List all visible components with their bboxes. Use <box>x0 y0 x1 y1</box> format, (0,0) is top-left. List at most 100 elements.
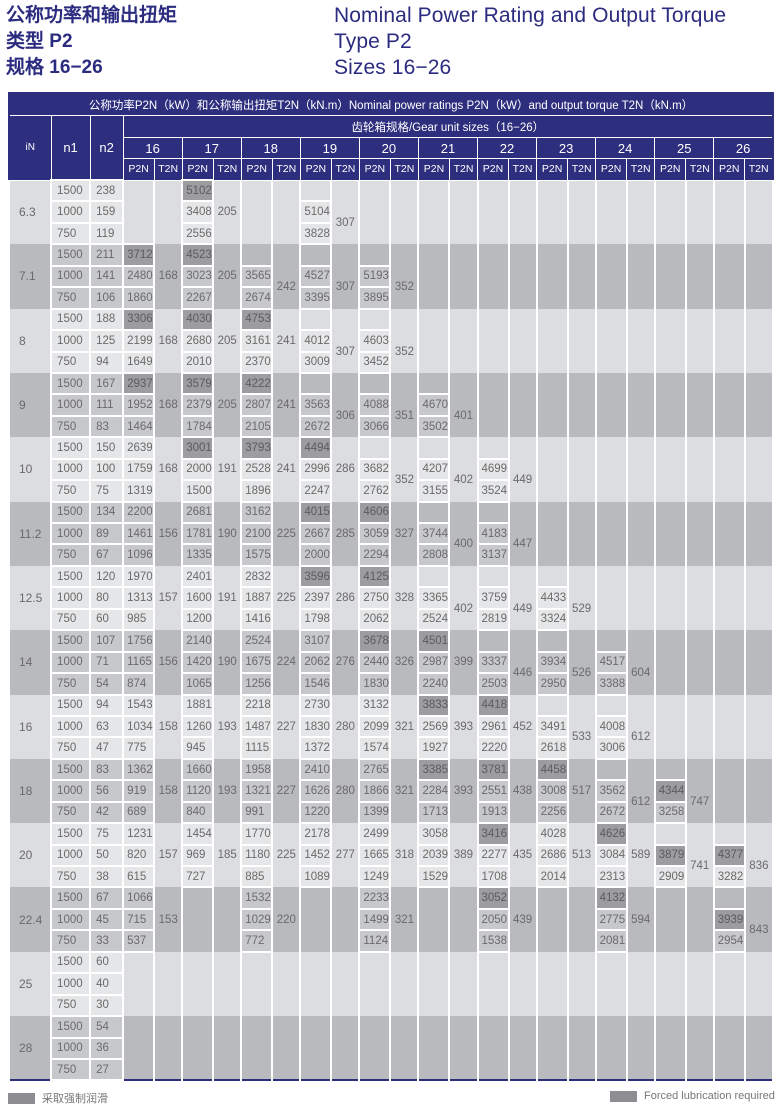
n2-cell: 83 <box>89 414 125 439</box>
p2n-cell: 1066 <box>122 886 156 910</box>
p2n-cell: 3066 <box>358 414 392 439</box>
p2n-cell-forced-lubrication: 3306 <box>122 307 156 332</box>
p2n-header: P2N <box>417 158 450 181</box>
empty-t2n-cell <box>684 823 715 845</box>
table-row: 1000 159 3408 5104 307 <box>9 200 773 245</box>
n1-cell: 750 <box>50 350 92 374</box>
p2n-cell: 2256 <box>535 800 569 825</box>
t2n-cell: 389 <box>448 823 479 888</box>
n1-cell: 1500 <box>50 629 92 653</box>
p2n-cell-forced-lubrication: 4222 <box>240 371 274 396</box>
t2n-cell: 307 <box>330 201 361 245</box>
empty-t2n-cell <box>684 501 715 566</box>
col-header-n1: n1 <box>50 115 91 181</box>
p2n-cell: 689 <box>122 800 156 825</box>
empty-t2n-cell <box>566 308 597 373</box>
legend-en: Forced lubrication required <box>610 1090 775 1102</box>
empty-p2n-cell <box>594 1016 628 1081</box>
p2n-cell: 985 <box>122 607 156 632</box>
size-header: 22 <box>476 137 538 159</box>
p2n-cell: 2618 <box>535 736 569 760</box>
p2n-cell: 775 <box>122 736 156 760</box>
t2n-cell: 280 <box>330 694 361 759</box>
table-row: 12.5 1500 120 1970 157 2401 191 2832 225 3596 286 4… <box>7 564 775 631</box>
t2n-cell: 318 <box>389 823 420 888</box>
n2-cell: 27 <box>89 1057 125 1082</box>
p2n-cell-forced-lubrication: 4344 <box>653 779 687 803</box>
ratio-cell: 8 <box>7 308 53 373</box>
table-row: 16 1500 94 1543 158 1881 193 2218 227 2730 280 3132… <box>7 693 775 759</box>
t2n-cell: 594 <box>625 887 656 952</box>
n1-cell: 750 <box>50 864 92 889</box>
p2n-cell: 3828 <box>299 221 333 246</box>
empty-p2n-cell <box>535 565 569 588</box>
empty-t2n-cell <box>448 180 479 245</box>
t2n-cell: 452 <box>507 694 538 759</box>
empty-p2n-cell <box>535 180 569 245</box>
empty-t2n-cell <box>625 308 656 373</box>
t2n-cell: 836 <box>743 844 775 888</box>
n1-cell: 750 <box>50 221 92 246</box>
p2n-cell-forced-lubrication: 3001 <box>181 436 215 460</box>
table-row: 1000 111 1952 2379 2807 3563 306 4088 351 4670 401 <box>9 393 773 438</box>
empty-p2n-cell <box>240 1016 274 1081</box>
t2n-cell: 286 <box>330 437 361 502</box>
p2n-cell: 4603 <box>358 329 392 353</box>
n1-cell: 1500 <box>50 436 92 460</box>
empty-p2n-cell <box>712 308 746 373</box>
empty-p2n-cell <box>653 244 687 309</box>
p2n-cell: 715 <box>122 907 156 932</box>
t2n-cell: 402 <box>448 587 479 631</box>
n2-cell: 80 <box>89 586 125 610</box>
empty-p2n-cell <box>358 244 392 266</box>
n2-cell: 106 <box>89 286 125 310</box>
t2n-header: T2N <box>330 158 360 181</box>
p2n-cell-forced-lubrication: 4030 <box>181 307 215 332</box>
n2-cell: 159 <box>89 200 125 224</box>
p2n-cell: 3023 <box>181 264 215 289</box>
n2-cell: 111 <box>89 393 125 417</box>
title-block-cn: 公称功率和输出扭矩 类型 P2 规格 16−26 <box>6 3 177 81</box>
p2n-cell: 1538 <box>476 929 510 953</box>
table-row: 750 30 <box>9 993 773 1018</box>
empty-p2n-cell <box>240 244 274 266</box>
p2n-cell: 3059 <box>358 521 392 546</box>
p2n-cell: 1770 <box>240 822 274 846</box>
n1-cell: 750 <box>50 607 92 632</box>
legend-en-text: Forced lubrication required <box>644 1090 775 1102</box>
empty-p2n-cell <box>299 372 333 395</box>
t2n-cell: 402 <box>448 458 479 502</box>
p2n-cell: 2680 <box>181 329 215 353</box>
empty-p2n-cell <box>181 887 215 952</box>
t2n-cell: 157 <box>153 565 184 631</box>
empty-p2n-cell <box>122 951 156 1017</box>
empty-p2n-cell <box>594 758 628 781</box>
t2n-cell: 747 <box>684 780 715 824</box>
empty-t2n-cell <box>271 180 302 245</box>
empty-p2n-cell <box>476 1016 510 1081</box>
n1-cell: 1000 <box>50 393 92 417</box>
t2n-cell: 157 <box>153 823 184 888</box>
empty-p2n-cell <box>594 694 628 716</box>
table-row: 7.1 1500 211 3712 168 4523 205 <box>7 243 775 309</box>
p2n-cell: 945 <box>181 736 215 760</box>
empty-p2n-cell <box>594 630 628 652</box>
p2n-cell-forced-lubrication: 3781 <box>476 757 510 782</box>
p2n-cell: 3408 <box>181 200 215 224</box>
t2n-header: T2N <box>626 158 656 181</box>
n2-cell: 67 <box>89 886 125 910</box>
empty-p2n-cell <box>535 501 569 566</box>
p2n-cell: 772 <box>240 929 274 953</box>
empty-p2n-cell <box>240 180 274 245</box>
table-row: 1000 125 2199 2680 3161 4012 307 4603 352 <box>9 329 773 373</box>
n2-cell: 33 <box>89 929 125 953</box>
n2-cell: 83 <box>89 757 125 782</box>
p2n-cell-forced-lubrication: 2937 <box>122 371 156 396</box>
empty-p2n-cell <box>476 244 510 309</box>
table-row: 8 1500 188 3306 168 4030 205 4753 241 <box>7 307 775 373</box>
p2n-cell: 840 <box>181 800 215 825</box>
t2n-cell: 438 <box>507 758 538 824</box>
empty-p2n-cell <box>594 180 628 245</box>
table-row: 1000 80 1313 1600 1887 2397 2750 3365 402 3759 449… <box>9 586 773 631</box>
empty-p2n-cell <box>712 694 746 759</box>
